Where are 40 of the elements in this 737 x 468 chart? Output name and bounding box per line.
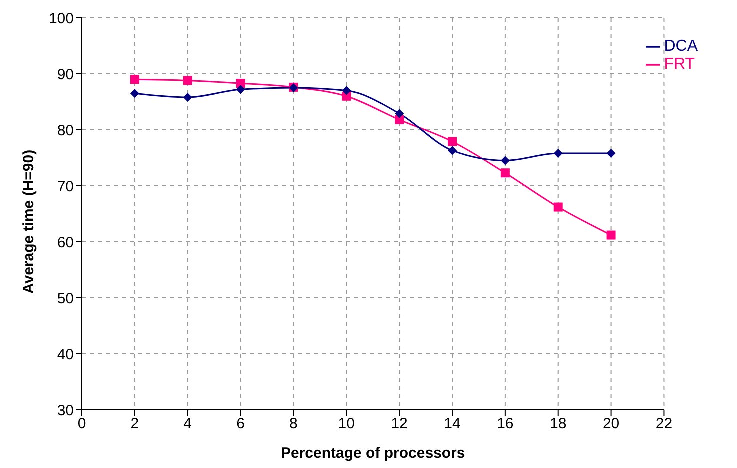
point (130, 75, 140, 84)
point (554, 149, 563, 158)
y-tick-label: 60 (57, 234, 74, 252)
y-tick-label: 40 (57, 346, 74, 364)
x-tick-label: 6 (236, 416, 245, 433)
point (183, 76, 192, 86)
point (342, 86, 352, 96)
y-tick-label: 100 (48, 10, 74, 28)
legend-label: DCA (664, 38, 698, 55)
legend-label: FRT (664, 56, 696, 73)
x-tick-label: 2 (130, 416, 140, 433)
point (554, 202, 563, 212)
y-tick-label: 80 (57, 122, 74, 140)
x-tick-label: 10 (338, 416, 355, 433)
point (395, 115, 404, 124)
x-tick-label: 0 (78, 416, 86, 433)
y-axis-title: Average time (H=90) (20, 150, 38, 294)
x-axis-title: Percentage of processors (280, 445, 466, 462)
point (448, 137, 458, 146)
x-tick-label: 8 (290, 416, 298, 433)
x-tick-label: 18 (550, 416, 567, 433)
point (448, 146, 458, 156)
point (395, 109, 404, 118)
point (500, 168, 510, 178)
y-tick-label: 50 (57, 290, 74, 308)
y-tick-label: 30 (57, 402, 74, 420)
x-tick-label: 16 (497, 416, 514, 433)
point (606, 149, 616, 158)
y-tick-label: 90 (57, 66, 74, 84)
x-tick-label: 14 (444, 416, 461, 433)
point (236, 85, 246, 94)
point (500, 156, 510, 166)
y-tick-label: 70 (57, 178, 74, 196)
point (606, 230, 616, 240)
x-tick-label: 4 (184, 416, 192, 433)
x-tick-label: 22 (656, 416, 673, 433)
point (130, 89, 140, 98)
x-tick-label: 12 (391, 416, 408, 433)
point (183, 93, 192, 102)
x-tick-label: 20 (602, 416, 620, 433)
